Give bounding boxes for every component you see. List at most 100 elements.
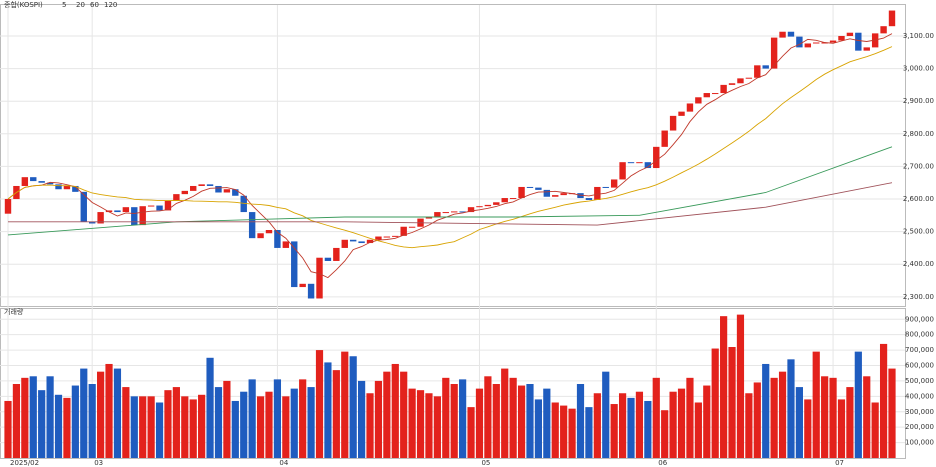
volume-bar: [863, 376, 871, 458]
volume-bar: [21, 377, 29, 458]
candle: [526, 186, 534, 188]
volume-bar: [358, 380, 366, 458]
candle: [206, 184, 214, 186]
volume-bar: [795, 387, 803, 458]
volume-bar: [181, 396, 189, 458]
price-title: 종합(KOSPI): [4, 0, 43, 9]
candle: [543, 189, 551, 197]
candle: [198, 184, 205, 186]
volume-bar: [677, 388, 686, 458]
candle: [4, 199, 12, 214]
candle: [63, 185, 71, 190]
candle: [728, 83, 736, 85]
volume-bar: [593, 393, 601, 458]
candle: [796, 36, 803, 48]
price-tick-label: 2,300.00: [903, 293, 934, 301]
candle: [442, 212, 449, 214]
candle: [400, 226, 407, 236]
volume-bar: [686, 377, 694, 458]
candle: [114, 210, 121, 213]
volume-bar: [155, 402, 164, 458]
candle: [509, 198, 517, 200]
volume-bar: [273, 379, 282, 458]
candle: [147, 205, 155, 207]
volume-bar: [644, 400, 652, 458]
candle: [644, 162, 652, 169]
candle: [257, 233, 264, 239]
volume-bar: [172, 387, 180, 458]
volume-bar: [105, 363, 113, 458]
volume-bar: [240, 391, 248, 458]
candle: [80, 191, 87, 222]
candle: [754, 65, 761, 78]
candle: [46, 182, 54, 185]
candle: [240, 195, 247, 213]
volume-bar: [778, 371, 787, 458]
price-tick-label: 3,100.00: [903, 32, 934, 40]
volume-bar: [821, 376, 829, 458]
volume-bar: [29, 376, 37, 458]
candle: [627, 162, 635, 164]
volume-bar: [475, 388, 484, 458]
volume-bar: [315, 350, 324, 458]
volume-bar: [720, 316, 728, 458]
volume-bar: [745, 393, 753, 458]
moving-average: [7, 33, 893, 279]
candle: [493, 202, 500, 205]
candle: [392, 235, 399, 237]
candle: [358, 241, 365, 244]
candle: [501, 198, 508, 203]
candle: [375, 236, 382, 240]
volume-tick-label: 400,000: [905, 392, 934, 400]
candle: [190, 185, 197, 191]
volume-bar: [189, 399, 197, 458]
volume-bar: [450, 384, 458, 458]
volume-bar: [164, 390, 172, 458]
x-tick-label: 07: [835, 459, 844, 467]
moving-average: [7, 46, 893, 249]
candle: [341, 239, 348, 248]
volume-tick-label: 600,000: [905, 362, 934, 370]
volume-bar: [829, 377, 837, 458]
candle: [518, 186, 525, 199]
volume-bar: [610, 404, 618, 458]
volume-bar: [139, 396, 147, 458]
candle: [30, 177, 37, 182]
volume-bar: [728, 347, 736, 458]
candle: [232, 189, 239, 196]
candle: [829, 40, 837, 43]
volume-bar: [846, 387, 854, 458]
ma-legend: 60: [90, 1, 99, 9]
candle: [863, 47, 870, 51]
price-tick-label: 3,000.00: [903, 65, 934, 73]
candle: [173, 194, 180, 201]
volume-bar: [391, 363, 399, 458]
volume-bar: [256, 396, 265, 458]
candle: [131, 207, 138, 226]
volume-bar: [324, 362, 332, 458]
volume-bar: [349, 356, 357, 458]
candle: [560, 193, 567, 196]
candle: [838, 35, 845, 41]
candle: [333, 247, 340, 261]
x-tick-label: 06: [658, 459, 667, 467]
candle: [846, 32, 854, 36]
volume-tick-label: 900,000: [905, 315, 934, 323]
candle: [770, 37, 778, 69]
volume-bar: [4, 400, 12, 458]
volume-bar: [484, 376, 492, 458]
candle: [122, 207, 130, 213]
volume-bar: [585, 407, 593, 458]
volume-panel: [0, 308, 906, 459]
volume-bar: [290, 388, 298, 458]
volume-title: 거래량: [4, 307, 24, 316]
ma-legend: 120: [104, 1, 117, 9]
volume-bar: [374, 380, 383, 458]
volume-bar: [265, 391, 273, 458]
volume-bar: [147, 396, 155, 458]
volume-bar: [694, 402, 702, 458]
volume-bar: [879, 343, 888, 458]
price-tick-label: 2,700.00: [903, 162, 934, 170]
volume-bar: [307, 387, 315, 458]
volume-tick-label: 300,000: [905, 408, 934, 416]
